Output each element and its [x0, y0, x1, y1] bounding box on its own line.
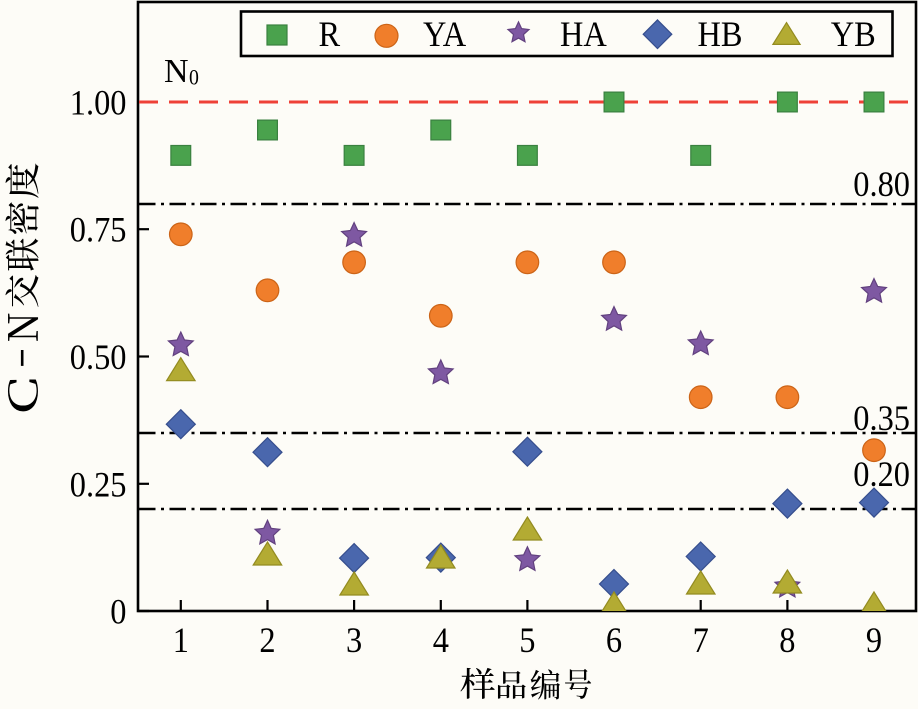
svg-text:9: 9	[866, 620, 882, 660]
svg-text:0.50: 0.50	[70, 337, 127, 377]
svg-text:1.00: 1.00	[70, 83, 127, 123]
svg-text:YA: YA	[423, 14, 466, 54]
svg-text:HB: HB	[698, 14, 743, 54]
svg-text:YB: YB	[831, 14, 876, 54]
svg-text:0: 0	[189, 64, 199, 89]
svg-text:1: 1	[173, 620, 189, 660]
svg-text:N: N	[164, 53, 189, 90]
svg-text:0.35: 0.35	[853, 398, 910, 438]
svg-text:0.20: 0.20	[853, 454, 910, 494]
svg-text:R: R	[319, 14, 341, 54]
svg-text:0.25: 0.25	[70, 465, 127, 505]
svg-text:4: 4	[433, 620, 449, 660]
svg-text:8: 8	[779, 620, 795, 660]
svg-text:HA: HA	[560, 14, 607, 54]
svg-text:0: 0	[110, 592, 126, 632]
svg-text:0.75: 0.75	[70, 210, 127, 250]
svg-text:6: 6	[606, 620, 622, 660]
svg-text:3: 3	[346, 620, 362, 660]
svg-text:7: 7	[693, 620, 709, 660]
svg-text:0.80: 0.80	[853, 164, 910, 204]
svg-text:2: 2	[259, 620, 275, 660]
svg-text:5: 5	[519, 620, 535, 660]
